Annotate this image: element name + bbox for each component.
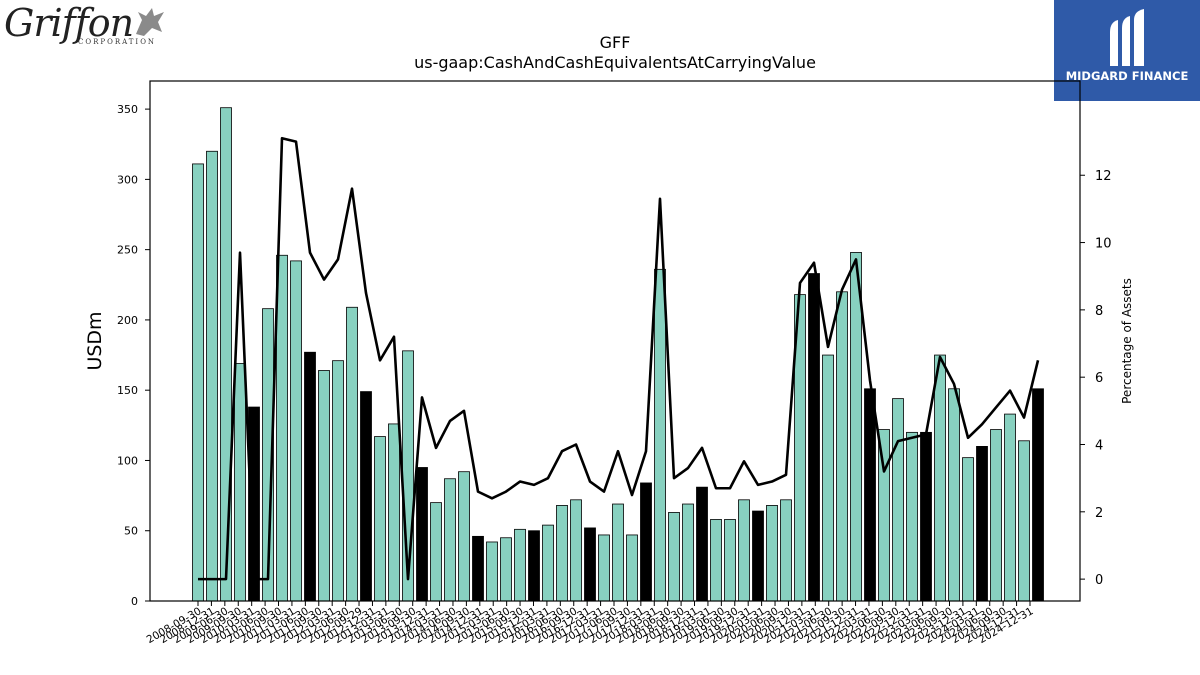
bar <box>878 429 890 602</box>
bar <box>598 534 610 602</box>
griffon-corporation-text: CORPORATION <box>78 38 157 46</box>
y2-tick-label: 4 <box>1095 438 1103 453</box>
bar <box>948 388 960 602</box>
bar <box>990 429 1002 602</box>
bar <box>1004 413 1016 602</box>
pct-assets-line <box>198 136 1040 581</box>
bar <box>556 505 568 602</box>
bar <box>472 535 484 602</box>
bar <box>710 519 722 602</box>
bar <box>976 446 988 602</box>
bar <box>962 457 974 602</box>
bar <box>514 528 526 602</box>
bar <box>234 363 246 602</box>
plot-area: 0501001502002503003500246810122008-09-30… <box>117 80 1112 646</box>
bar <box>500 537 512 602</box>
griffon-logo: Griffon CORPORATION <box>4 4 170 48</box>
bar <box>584 527 596 602</box>
bar <box>332 360 344 602</box>
bar <box>780 499 792 602</box>
bar <box>276 254 288 602</box>
chart-subtitle: us-gaap:CashAndCashEquivalentsAtCarrying… <box>414 53 816 72</box>
bar <box>542 524 554 602</box>
y2-tick-label: 10 <box>1095 237 1112 252</box>
griffon-wordmark: Griffon <box>4 1 134 45</box>
bar <box>458 471 470 602</box>
y-axis-label: USDm <box>84 311 106 370</box>
bar <box>612 503 624 602</box>
bar <box>906 431 918 602</box>
bar <box>864 388 876 602</box>
midgard-m-emblem-icon <box>1110 9 1144 66</box>
bar <box>822 354 834 602</box>
bar <box>570 499 582 602</box>
y-tick-label: 50 <box>124 525 138 538</box>
bar <box>346 306 358 602</box>
y2-tick-label: 8 <box>1095 304 1103 319</box>
bar <box>920 431 932 602</box>
bar <box>360 391 372 602</box>
y2-tick-label: 0 <box>1095 573 1103 588</box>
y-tick-label: 300 <box>117 173 138 186</box>
bar <box>808 273 820 602</box>
midgard-brand-text: MIDGARD FINANCE <box>1065 69 1189 83</box>
bar <box>850 252 862 602</box>
bar <box>206 150 218 602</box>
y2-tick-label: 12 <box>1095 169 1112 184</box>
y-tick-label: 200 <box>117 314 138 327</box>
y-tick-label: 150 <box>117 384 138 397</box>
bar <box>1018 440 1030 602</box>
plot-frame <box>149 80 1081 602</box>
bar <box>724 519 736 602</box>
bar <box>738 499 750 602</box>
bar <box>192 163 204 602</box>
bar <box>416 467 428 602</box>
bar <box>528 530 540 602</box>
bar <box>626 534 638 602</box>
bar <box>836 291 848 602</box>
griffin-emblem-icon <box>136 8 164 36</box>
y2-axis-label: Percentage of Assets <box>1120 278 1134 404</box>
bar <box>430 502 442 602</box>
bar <box>290 260 302 602</box>
bar <box>682 503 694 602</box>
y2-tick-label: 6 <box>1095 371 1103 386</box>
bar <box>388 423 400 602</box>
bar <box>766 505 778 602</box>
bar <box>640 482 652 602</box>
y-tick-label: 350 <box>117 103 138 116</box>
bar <box>220 107 232 602</box>
bar <box>668 512 680 602</box>
bar <box>654 268 666 602</box>
bar <box>696 486 708 602</box>
midgard-finance-logo: MIDGARD FINANCE <box>1054 0 1200 101</box>
bar <box>374 436 386 602</box>
bar <box>486 541 498 602</box>
y-tick-label: 100 <box>117 454 138 467</box>
bar <box>934 354 946 602</box>
chart-title: GFF <box>600 33 631 52</box>
bar <box>1032 388 1044 602</box>
y-tick-label: 250 <box>117 244 138 257</box>
bar <box>892 398 904 602</box>
bar <box>752 510 764 602</box>
y-tick-label: 0 <box>131 595 138 608</box>
bar <box>318 370 330 602</box>
y2-tick-label: 2 <box>1095 506 1103 521</box>
bar <box>444 478 456 602</box>
bar <box>304 351 316 602</box>
